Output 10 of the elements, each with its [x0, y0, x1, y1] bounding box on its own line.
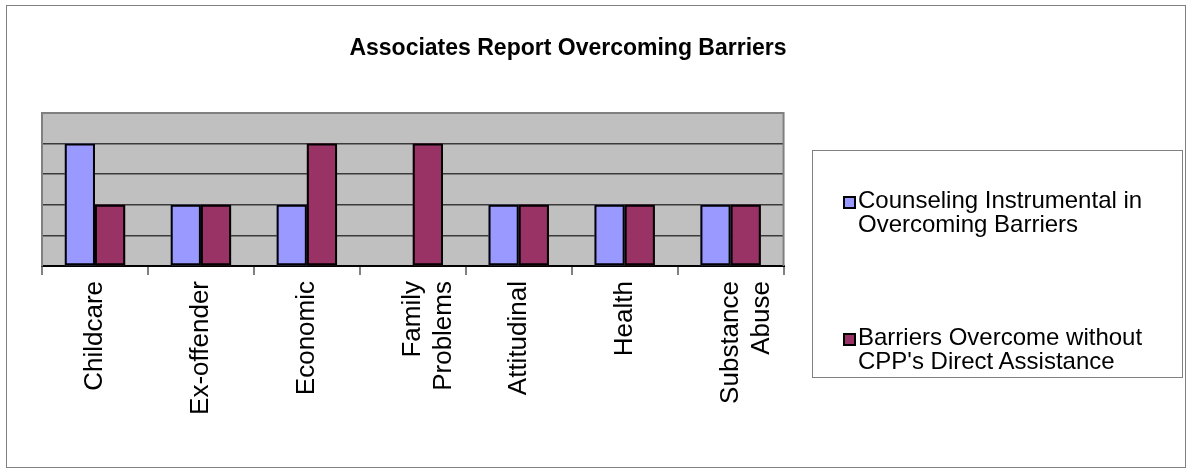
legend-label: Counseling Instrumental in Overcoming Barriers [858, 186, 1144, 237]
x-tick-label: Family Problems [395, 281, 458, 391]
x-tick-label: Substance Abuse [713, 281, 775, 404]
x-tick-label: Childcare [78, 281, 109, 391]
chart-title: Associates Report Overcoming Barriers [348, 33, 788, 61]
x-tick-label: Economic [290, 281, 321, 396]
legend-label: Barriers Overcome without CPP's Direct Assistance [858, 323, 1144, 374]
x-tick-label: Health [607, 281, 638, 357]
x-tick-label: Ex-offender [184, 280, 215, 415]
x-tick-label: Attitudinal [501, 281, 532, 396]
